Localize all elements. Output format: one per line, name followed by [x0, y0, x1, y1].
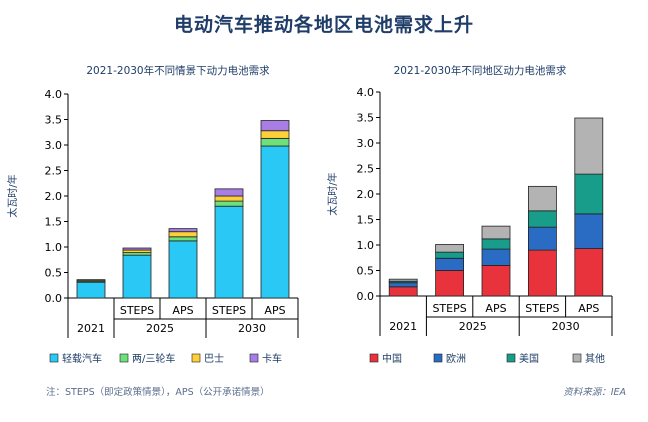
bar-segment-1 [528, 226, 557, 251]
legend-label: 巴士 [204, 352, 224, 365]
y-tick-label: 2.0 [357, 188, 375, 201]
bar-segment-1 [481, 248, 511, 266]
bar-segment-3 [260, 120, 290, 132]
x-group-label: 2030 [238, 322, 266, 335]
legend-label: 其他 [585, 352, 605, 365]
bar-segment-2 [528, 210, 557, 228]
bar-segment-0 [481, 264, 511, 297]
x-group-label: 2030 [552, 320, 580, 333]
bar-segment-3 [76, 279, 106, 281]
bar-segment-2 [574, 173, 604, 215]
x-category-label: STEPS [120, 304, 154, 317]
y-tick-label: 3.0 [45, 139, 63, 152]
legend-label: 两/三轮车 [132, 352, 175, 365]
y-tick-label: 0.0 [45, 292, 63, 305]
y-axis-label: 太瓦时/年 [326, 172, 339, 215]
legend-label: 欧洲 [446, 353, 466, 365]
y-tick-label: 4.0 [45, 88, 63, 101]
y-tick-label: 2.0 [45, 190, 63, 203]
legend-swatch-0 [369, 353, 379, 363]
x-category-label: STEPS [432, 302, 466, 315]
bar-segment-3 [528, 185, 557, 212]
x-category-label: 2021 [77, 322, 105, 335]
bar-segment-3 [435, 244, 465, 253]
chart-title: 2021-2030年不同情景下动力电池需求 [86, 64, 270, 77]
bar-segment-0 [388, 286, 418, 297]
legend-label: 中国 [382, 352, 402, 365]
bar-segment-3 [574, 117, 604, 175]
y-axis-label: 太瓦时/年 [6, 174, 19, 217]
y-tick-label: 2.5 [357, 163, 375, 176]
bar-segment-0 [214, 205, 244, 299]
x-category-label: 2021 [389, 320, 417, 333]
x-category-label: APS [264, 304, 285, 317]
y-tick-label: 1.0 [45, 241, 63, 254]
legend-swatch-3 [572, 353, 582, 363]
legend-swatch-1 [433, 353, 443, 363]
x-group-label: 2025 [459, 320, 487, 333]
bar-segment-3 [214, 188, 244, 197]
bar-segment-0 [260, 145, 290, 299]
bar-segment-1 [435, 257, 465, 271]
bar-segment-0 [528, 249, 557, 297]
legend-label: 美国 [519, 352, 539, 365]
bar-segment-3 [122, 247, 152, 251]
bar-segment-2 [481, 238, 511, 250]
legend-swatch-3 [249, 353, 259, 363]
y-tick-label: 3.5 [45, 114, 63, 127]
y-tick-label: 0.0 [357, 290, 375, 303]
y-tick-label: 0.5 [357, 265, 375, 278]
x-category-label: APS [578, 302, 599, 315]
bar-segment-0 [435, 270, 465, 297]
footnote: 注：STEPS（即定政策情景），APS（公开承诺情景） [46, 387, 270, 398]
y-tick-label: 1.5 [45, 216, 63, 229]
bar-segment-3 [388, 278, 418, 282]
bar-segment-2 [435, 251, 465, 259]
legend-swatch-0 [49, 353, 59, 363]
legend-swatch-2 [191, 353, 201, 363]
bar-segment-0 [574, 248, 604, 297]
legend-label: 轻载汽车 [62, 352, 102, 365]
legend-swatch-2 [506, 353, 516, 363]
legend-swatch-1 [119, 353, 129, 363]
x-group-label: 2025 [146, 322, 174, 335]
y-tick-label: 1.0 [357, 239, 375, 252]
y-tick-label: 3.0 [357, 137, 375, 150]
y-tick-label: 4.0 [357, 86, 375, 99]
y-tick-label: 3.5 [357, 112, 375, 125]
bar-segment-0 [122, 254, 152, 299]
chart-title: 2021-2030年不同地区动力电池需求 [394, 64, 567, 77]
legend-label: 卡车 [262, 352, 282, 365]
x-category-label: STEPS [212, 304, 246, 317]
y-tick-label: 0.5 [45, 267, 63, 280]
bar-segment-3 [168, 228, 198, 233]
page-title: 电动汽车推动各地区电池需求上升 [173, 14, 474, 36]
x-category-label: STEPS [525, 302, 559, 315]
y-tick-label: 2.5 [45, 165, 63, 178]
bar-segment-1 [574, 213, 604, 249]
y-tick-label: 1.5 [357, 214, 375, 227]
x-category-label: APS [172, 304, 193, 317]
source-note: 资料来源：IEA [563, 387, 626, 398]
x-category-label: APS [485, 302, 506, 315]
bar-segment-1 [388, 282, 418, 288]
bar-segment-3 [481, 225, 511, 240]
